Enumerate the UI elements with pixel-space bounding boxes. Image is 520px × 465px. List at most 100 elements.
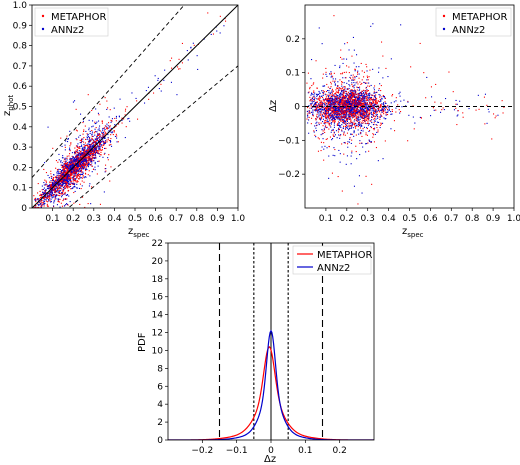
scatter-point — [339, 109, 341, 111]
scatter-point — [76, 177, 78, 179]
scatter-point — [341, 93, 343, 95]
scatter-point — [126, 106, 128, 108]
scatter-point — [80, 150, 82, 152]
scatter-point — [370, 94, 372, 96]
scatter-point — [342, 121, 344, 123]
scatter-point — [91, 134, 93, 136]
scatter-point — [45, 183, 47, 185]
scatter-point — [332, 97, 334, 99]
scatter-point — [307, 107, 309, 109]
scatter-point — [419, 116, 421, 118]
scatter-point — [104, 137, 106, 139]
scatter-point — [45, 195, 47, 197]
scatter-point — [318, 97, 320, 99]
scatter-point — [190, 46, 192, 48]
scatter-point — [69, 184, 71, 186]
scatter-point — [407, 140, 409, 142]
scatter-point — [210, 33, 212, 35]
scatter-point — [376, 131, 378, 133]
scatter-point — [327, 97, 329, 99]
scatter-point — [440, 111, 442, 113]
scatter-point — [103, 130, 105, 132]
scatter-point — [81, 163, 83, 165]
scatter-point — [62, 182, 64, 184]
scatter-point — [353, 96, 355, 98]
scatter-point — [94, 131, 96, 133]
scatter-point — [383, 96, 385, 98]
scatter-point — [77, 158, 79, 160]
scatter-point — [333, 107, 335, 109]
scatter-point — [39, 202, 41, 204]
scatter-point — [312, 83, 314, 85]
scatter-point — [350, 122, 352, 124]
scatter-point — [35, 206, 37, 208]
scatter-point — [344, 116, 346, 118]
scatter-point — [40, 202, 42, 204]
scatter-point — [101, 121, 103, 123]
scatter-point — [94, 142, 96, 144]
scatter-point — [44, 203, 46, 205]
scatter-point — [81, 177, 83, 179]
scatter-point — [61, 196, 63, 198]
scatter-point — [118, 120, 120, 122]
scatter-point — [315, 122, 317, 124]
scatter-point — [97, 147, 99, 149]
scatter-point — [108, 116, 110, 118]
scatter-point — [91, 186, 93, 188]
scatter-point — [196, 55, 198, 57]
scatter-point — [365, 63, 367, 65]
scatter-point — [38, 207, 40, 208]
scatter-point — [339, 126, 341, 128]
scatter-point — [366, 97, 368, 99]
scatter-point — [316, 95, 318, 97]
scatter-point — [75, 129, 77, 131]
scatter-point — [42, 191, 44, 193]
scatter-point — [362, 98, 364, 100]
scatter-point — [342, 120, 344, 122]
scatter-point — [445, 98, 447, 100]
scatter-point — [74, 167, 76, 169]
y-tick-label: 0.9 — [13, 21, 28, 31]
scatter-point — [325, 112, 327, 114]
scatter-point — [65, 178, 67, 180]
scatter-point — [91, 137, 93, 139]
scatter-point — [42, 188, 44, 190]
scatter-point — [44, 162, 46, 164]
scatter-point — [352, 94, 354, 96]
scatter-point — [339, 65, 341, 67]
panel-deltaz-vs-zspec: 0.1 0.2 0.3 0.4 0.5 0.6 0.7 0.8 0.9 1.0 −0.2−0.10… — [268, 4, 520, 239]
scatter-point — [350, 101, 352, 103]
scatter-point — [52, 185, 54, 187]
scatter-point — [370, 112, 372, 114]
scatter-point — [55, 182, 57, 184]
scatter-point — [356, 109, 358, 111]
scatter-point — [109, 125, 111, 127]
scatter-point — [60, 174, 62, 176]
scatter-point — [347, 91, 349, 93]
scatter-point — [347, 88, 349, 90]
scatter-point — [109, 109, 111, 111]
scatter-point — [361, 70, 363, 72]
scatter-point — [55, 190, 57, 192]
scatter-point — [83, 153, 85, 155]
scatter-point — [78, 159, 80, 161]
scatter-point — [346, 88, 348, 90]
scatter-point — [64, 180, 66, 182]
scatter-point — [361, 118, 363, 120]
scatter-point — [322, 85, 324, 87]
scatter-point — [339, 161, 341, 163]
scatter-point — [367, 114, 369, 116]
scatter-point — [395, 97, 397, 99]
scatter-point — [93, 140, 95, 142]
scatter-point — [88, 136, 90, 138]
scatter-point — [100, 140, 102, 142]
scatter-point — [114, 124, 116, 126]
scatter-point — [50, 198, 52, 200]
scatter-point — [345, 95, 347, 97]
scatter-point — [310, 105, 312, 107]
scatter-point — [363, 90, 365, 92]
scatter-point — [337, 115, 339, 117]
scatter-point — [370, 108, 372, 110]
scatter-point — [80, 156, 82, 158]
scatter-point — [362, 117, 364, 119]
